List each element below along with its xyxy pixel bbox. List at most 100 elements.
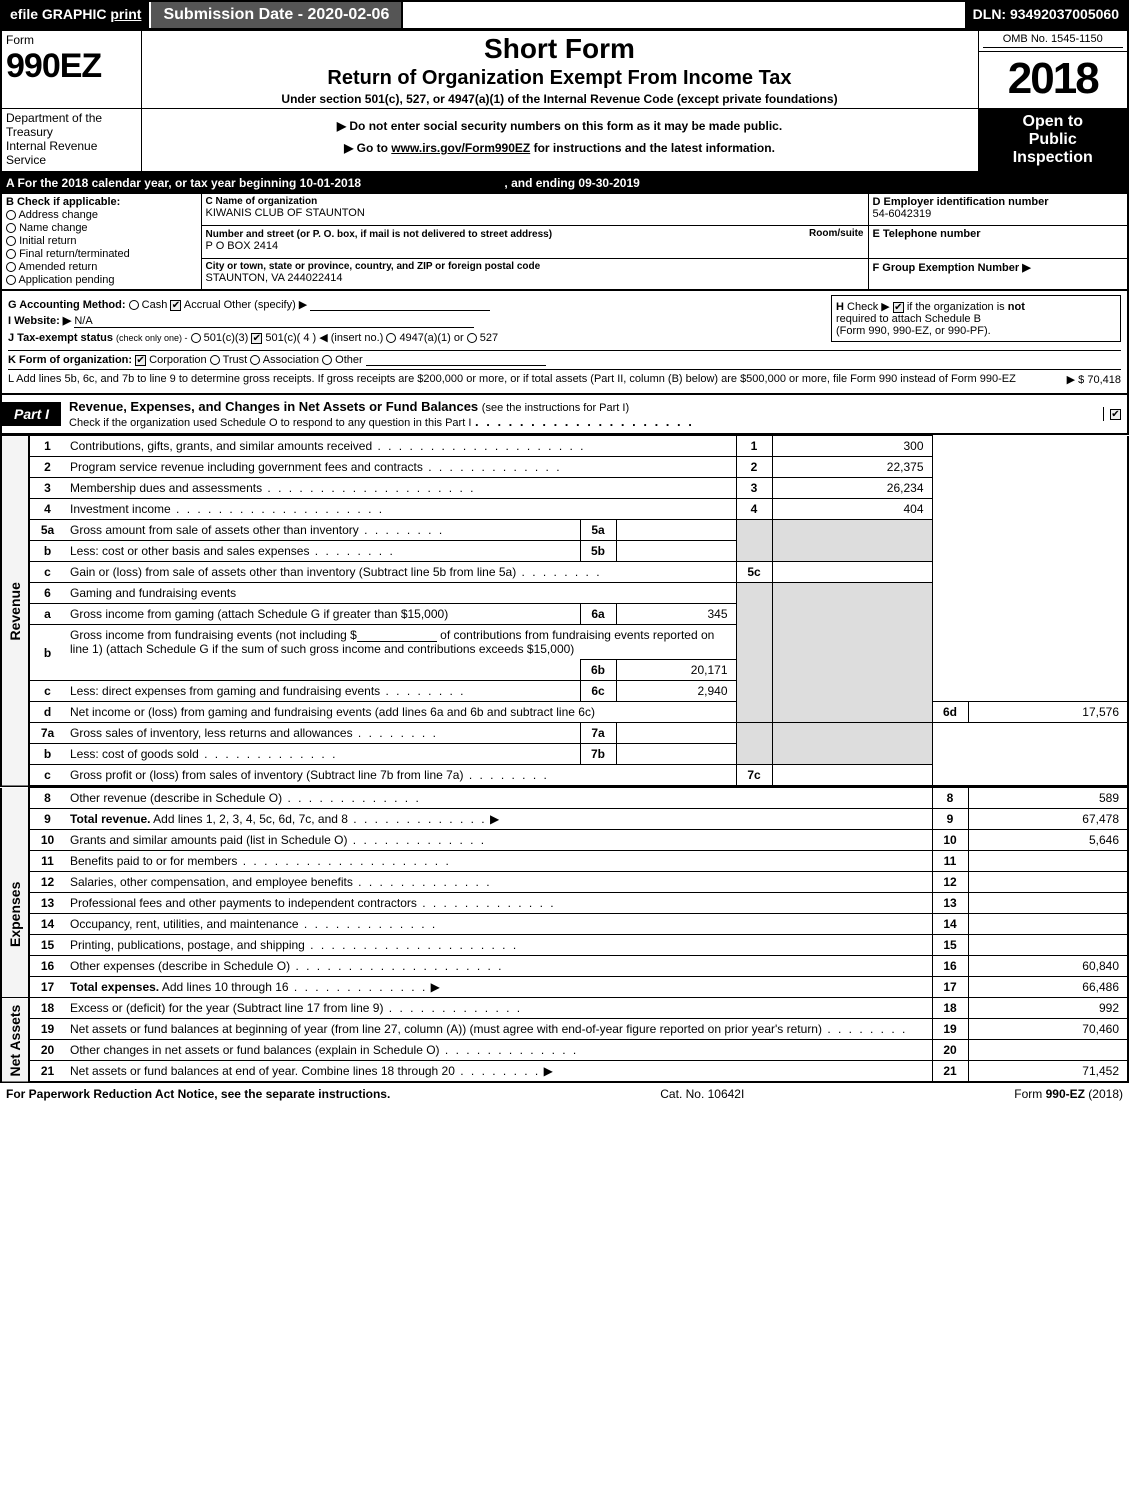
line-20-desc: Other changes in net assets or fund bala…: [65, 1040, 932, 1061]
radio-assoc[interactable]: [250, 355, 260, 365]
check-name-change[interactable]: Name change: [6, 222, 197, 234]
open-line1: Open to: [983, 113, 1124, 131]
part1-title-block: Revenue, Expenses, and Changes in Net As…: [61, 395, 1103, 433]
part1-tab: Part I: [2, 402, 61, 426]
line-13-totnum: 13: [932, 893, 968, 914]
grey-6-val: [772, 583, 932, 723]
radio-527[interactable]: [467, 333, 477, 343]
other-specify-input[interactable]: [310, 299, 490, 311]
check-501c[interactable]: [251, 333, 262, 344]
label-address: Number and street (or P. O. box, if mail…: [206, 229, 553, 240]
line-1-num: 1: [29, 436, 65, 457]
label-i: I Website: ▶: [8, 315, 71, 327]
page-footer: For Paperwork Reduction Act Notice, see …: [0, 1083, 1129, 1105]
line-7c-desc: Gross profit or (loss) from sales of inv…: [65, 765, 736, 787]
line-6a-num: a: [29, 604, 65, 625]
line-14-desc: Occupancy, rent, utilities, and maintena…: [65, 914, 932, 935]
line-5a-num: 5a: [29, 520, 65, 541]
dept-treasury: Department of the Treasury: [6, 111, 137, 139]
part1-header: Part I Revenue, Expenses, and Changes in…: [0, 395, 1129, 435]
line-12-val: [968, 872, 1128, 893]
line-10-desc: Grants and similar amounts paid (list in…: [65, 830, 932, 851]
line-11-desc: Benefits paid to or for members: [65, 851, 932, 872]
check-final-return[interactable]: Final return/terminated: [6, 248, 197, 260]
radio-cash[interactable]: [129, 300, 139, 310]
line-16-val: 60,840: [968, 956, 1128, 977]
line-7b-subnum: 7b: [580, 744, 616, 765]
line-20-num: 20: [29, 1040, 65, 1061]
line-6b-desc1: Gross income from fundraising events (no…: [65, 625, 736, 660]
part1-table: Revenue 1 Contributions, gifts, grants, …: [0, 435, 1129, 787]
warn2-post: for instructions and the latest informat…: [534, 141, 775, 155]
line-9-totnum: 9: [932, 809, 968, 830]
line-8-val: 589: [968, 788, 1128, 809]
check-accrual[interactable]: [170, 300, 181, 311]
label-j: J Tax-exempt status: [8, 332, 113, 344]
j-note: (check only one) -: [116, 333, 188, 343]
line-2-totnum: 2: [736, 457, 772, 478]
line-7a-subval: [616, 723, 736, 744]
other-org-input[interactable]: [366, 354, 546, 366]
line-13-val: [968, 893, 1128, 914]
section-c-name: C Name of organization KIWANIS CLUB OF S…: [201, 194, 868, 226]
line-16-desc: Other expenses (describe in Schedule O): [65, 956, 932, 977]
radio-other-org[interactable]: [322, 355, 332, 365]
form-id-cell: Form 990EZ: [1, 31, 141, 109]
label-org-name: C Name of organization: [206, 196, 864, 207]
check-address-change[interactable]: Address change: [6, 209, 197, 221]
line-5c-val: [772, 562, 932, 583]
submission-date: Submission Date - 2020-02-06: [149, 2, 403, 28]
line-14-num: 14: [29, 914, 65, 935]
line-6c-num: c: [29, 681, 65, 702]
check-initial-return[interactable]: Initial return: [6, 235, 197, 247]
line-6d-val: 17,576: [968, 702, 1128, 723]
warning-link-row: ▶ Go to www.irs.gov/Form990EZ for instru…: [146, 141, 974, 155]
line-19-val: 70,460: [968, 1019, 1128, 1040]
line-21-val: 71,452: [968, 1061, 1128, 1083]
print-link[interactable]: print: [110, 6, 141, 22]
topbar-spacer: [403, 2, 964, 28]
line-5a-subval: [616, 520, 736, 541]
line-12-desc: Salaries, other compensation, and employ…: [65, 872, 932, 893]
side-label-expenses: Expenses: [1, 830, 29, 998]
6b-contrib-input[interactable]: [357, 630, 437, 642]
l-text: L Add lines 5b, 6c, and 7b to line 9 to …: [8, 373, 1055, 386]
label-k: K Form of organization:: [8, 354, 132, 366]
line-17-desc: Total expenses. Add lines 10 through 16 …: [65, 977, 932, 998]
line-6d-num: d: [29, 702, 65, 723]
check-corp[interactable]: [135, 355, 146, 366]
cal-year-end: , and ending 09-30-2019: [504, 176, 639, 190]
label-ein: D Employer identification number: [873, 196, 1124, 208]
label-g: G Accounting Method:: [8, 299, 126, 311]
tax-year: 2018: [983, 54, 1124, 104]
line-1-totnum: 1: [736, 436, 772, 457]
line-3-val: 26,234: [772, 478, 932, 499]
radio-trust[interactable]: [210, 355, 220, 365]
entity-info-table: B Check if applicable: Address change Na…: [0, 193, 1129, 291]
line-6b-desc2: [65, 660, 580, 681]
line-19-desc: Net assets or fund balances at beginning…: [65, 1019, 932, 1040]
line-2-desc: Program service revenue including govern…: [65, 457, 736, 478]
check-pending[interactable]: Application pending: [6, 274, 197, 286]
calendar-year-row: A For the 2018 calendar year, or tax yea…: [0, 173, 1129, 193]
check-amended[interactable]: Amended return: [6, 261, 197, 273]
line-4-totnum: 4: [736, 499, 772, 520]
line-3-totnum: 3: [736, 478, 772, 499]
radio-501c3[interactable]: [191, 333, 201, 343]
label-city: City or town, state or province, country…: [206, 261, 864, 272]
header-title-cell: Short Form Return of Organization Exempt…: [141, 31, 978, 109]
line-15-val: [968, 935, 1128, 956]
line-13-desc: Professional fees and other payments to …: [65, 893, 932, 914]
line-5a-desc: Gross amount from sale of assets other t…: [65, 520, 580, 541]
line-15-num: 15: [29, 935, 65, 956]
part1-schedule-o-check[interactable]: [1110, 409, 1121, 420]
irs-link[interactable]: www.irs.gov/Form990EZ: [391, 141, 530, 155]
open-inspection: Open to Public Inspection: [979, 109, 1128, 171]
line-15-desc: Printing, publications, postage, and shi…: [65, 935, 932, 956]
radio-4947[interactable]: [386, 333, 396, 343]
section-h-box: H Check ▶ if the organization is not req…: [831, 295, 1121, 342]
check-h[interactable]: [893, 302, 904, 313]
website-value: N/A: [74, 315, 474, 328]
footer-right: Form 990-EZ (2018): [1014, 1087, 1123, 1101]
line-7b-desc: Less: cost of goods sold: [65, 744, 580, 765]
